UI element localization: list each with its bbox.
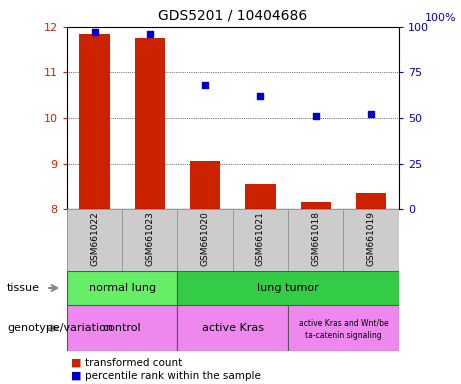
Text: GSM661021: GSM661021 [256, 211, 265, 266]
Point [312, 113, 319, 119]
Point [201, 82, 209, 88]
Point [146, 31, 154, 37]
Point [257, 93, 264, 99]
Bar [233, 209, 288, 271]
Point [367, 111, 375, 118]
Text: ■: ■ [71, 358, 82, 368]
Title: GDS5201 / 10404686: GDS5201 / 10404686 [158, 9, 307, 23]
Text: 100%: 100% [426, 13, 457, 23]
Bar [67, 305, 177, 351]
Text: percentile rank within the sample: percentile rank within the sample [85, 371, 261, 381]
Bar [343, 209, 399, 271]
Bar [79, 34, 110, 209]
Bar [177, 209, 233, 271]
Text: control: control [103, 323, 142, 333]
Bar [122, 209, 177, 271]
Text: GSM661022: GSM661022 [90, 212, 99, 266]
Text: ta-catenin signaling: ta-catenin signaling [305, 331, 382, 340]
Text: GSM661018: GSM661018 [311, 211, 320, 266]
Point [91, 29, 98, 35]
Bar [67, 209, 122, 271]
Bar [245, 184, 276, 209]
Bar [356, 193, 386, 209]
Text: GSM661023: GSM661023 [145, 211, 154, 266]
Bar [177, 271, 399, 305]
Bar [288, 209, 343, 271]
Bar [301, 202, 331, 209]
Text: GSM661020: GSM661020 [201, 211, 210, 266]
Bar [190, 161, 220, 209]
Text: tissue: tissue [7, 283, 40, 293]
Text: genotype/variation: genotype/variation [7, 323, 113, 333]
Text: normal lung: normal lung [89, 283, 156, 293]
Text: active Kras: active Kras [202, 323, 264, 333]
Bar [177, 305, 288, 351]
Text: ■: ■ [71, 371, 82, 381]
Bar [135, 38, 165, 209]
Text: active Kras and Wnt/be: active Kras and Wnt/be [299, 318, 388, 327]
Text: GSM661019: GSM661019 [366, 211, 376, 266]
Bar [288, 305, 399, 351]
Text: lung tumor: lung tumor [257, 283, 319, 293]
Bar [67, 271, 177, 305]
Text: transformed count: transformed count [85, 358, 183, 368]
